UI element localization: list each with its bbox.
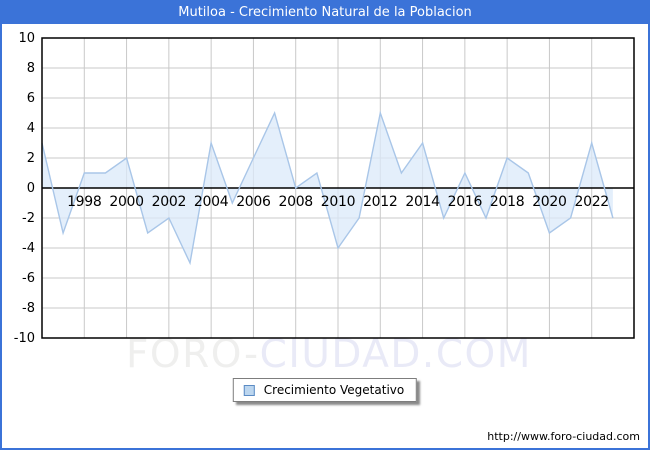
y-tick-label: 10: [18, 31, 35, 46]
y-tick-label: 6: [27, 91, 35, 106]
x-tick-label: 2014: [405, 194, 440, 210]
y-tick-label: 2: [27, 151, 35, 166]
title-bar: Mutiloa - Crecimiento Natural de la Pobl…: [2, 2, 648, 24]
chart-title: Mutiloa - Crecimiento Natural de la Pobl…: [178, 5, 472, 20]
x-tick-label: 2002: [152, 194, 186, 210]
watermark: FORO-CIUDAD.COM: [126, 332, 532, 377]
y-tick-label: -8: [22, 301, 35, 316]
x-tick-label: 2018: [490, 194, 524, 210]
x-tick-label: 2006: [236, 194, 271, 210]
legend-swatch-icon: [243, 384, 255, 396]
x-tick-label: 2012: [363, 194, 397, 210]
y-tick-label: 8: [27, 61, 35, 76]
x-tick-label: 1998: [67, 194, 101, 210]
x-tick-label: 2022: [574, 194, 608, 210]
y-axis-labels: 10 8 6 4 2 0 -2 -4 -6 -8 -10: [14, 31, 35, 346]
y-tick-label: 4: [27, 121, 35, 136]
x-tick-label: 2020: [532, 194, 566, 210]
y-tick-label: -10: [14, 331, 35, 346]
y-tick-label: -6: [22, 271, 35, 286]
plot-border: [41, 37, 635, 339]
legend: Crecimiento Vegetativo: [232, 378, 418, 402]
series-line: [41, 110, 614, 266]
y-tick-label: -2: [22, 211, 35, 226]
y-tick-label: -4: [22, 241, 35, 256]
watermark-part1: FORO-: [126, 332, 260, 377]
footer-url[interactable]: http://www.foro-ciudad.com: [487, 430, 640, 443]
legend-label: Crecimiento Vegetativo: [263, 383, 405, 397]
x-tick-label: 2008: [278, 194, 312, 210]
watermark-part2: CIUDAD.COM: [259, 332, 532, 377]
x-tick-label: 2004: [194, 194, 229, 210]
x-tick-label: 2016: [448, 194, 483, 210]
y-tick-label: 0: [27, 181, 35, 196]
x-tick-label: 2000: [109, 194, 143, 210]
x-axis-labels: 1998 2000 2002 2004 2006 2008 2010 2012 2014 2016…: [67, 194, 609, 210]
x-tick-label: 2010: [321, 194, 355, 210]
